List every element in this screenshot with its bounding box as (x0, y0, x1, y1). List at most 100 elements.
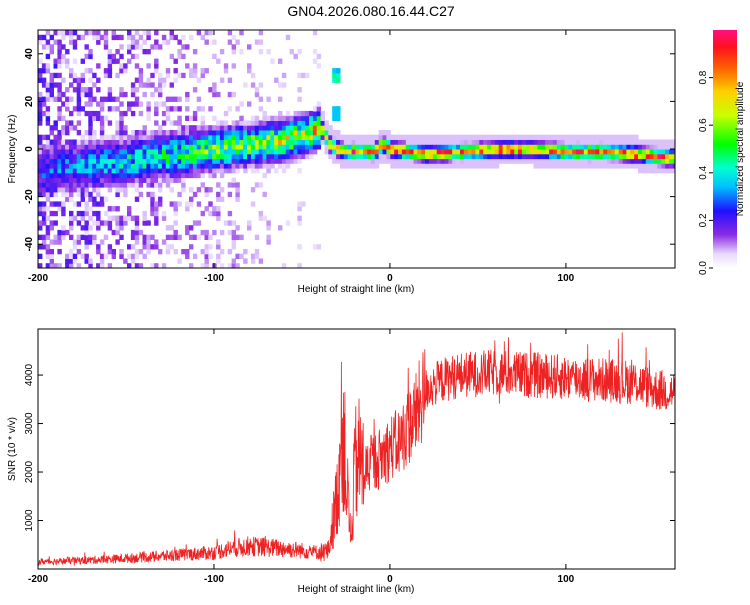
spectrogram-cell (212, 91, 217, 98)
colorbar-tick-label: 0.0 (698, 261, 709, 275)
spectrogram-cell (641, 153, 647, 160)
spectrogram-cell (49, 182, 54, 188)
spectrogram-cell (367, 149, 372, 155)
spectrogram-cell (38, 187, 43, 193)
spectrogram-cell (386, 139, 391, 145)
spectrogram-cell (130, 172, 136, 179)
spectrogram-cell (185, 172, 190, 179)
spectrogram-cell (88, 125, 93, 131)
spectrogram-cell (65, 163, 70, 169)
spectrogram-cell (72, 149, 78, 155)
spectrogram-cell (370, 144, 376, 150)
spectrogram-cell (556, 153, 562, 160)
spectrogram-cell (99, 220, 105, 226)
spectrogram-cell (57, 44, 62, 50)
spectrogram-cell (580, 144, 585, 150)
spectrogram-cell (41, 239, 47, 245)
spectrogram-cell (84, 239, 89, 245)
spectrogram-cell (200, 125, 205, 131)
spectrogram-cell (591, 134, 596, 140)
spectrogram-cell (61, 187, 66, 193)
spectrogram-cell (142, 139, 147, 145)
spectrogram-cell (185, 96, 190, 102)
spectrogram-cell (386, 130, 391, 136)
spectrogram-cell (200, 120, 205, 126)
spectrogram-cell (111, 177, 116, 183)
spectrogram-cell (92, 30, 97, 36)
spectrogram-cell (281, 82, 287, 88)
colorbar-tick-label: 0.6 (698, 118, 709, 132)
spectrogram-cell (177, 120, 182, 126)
spectrogram-cell (76, 187, 82, 193)
spectrogram-cell (576, 149, 581, 155)
spectrogram-cell (312, 144, 318, 150)
spectrogram-cell (80, 87, 85, 93)
spectrogram-cell (610, 153, 616, 160)
spectrogram-cell (661, 158, 666, 164)
spectrogram-cell (270, 149, 275, 155)
spectrogram-cell (84, 44, 89, 50)
spectrogram-cell (158, 130, 163, 136)
spectrogram-cell (672, 158, 675, 164)
spectrogram-cell (363, 153, 368, 160)
spectrogram-cell (634, 134, 639, 140)
spectrogram-cell (467, 139, 473, 145)
spectrogram-cell (382, 144, 387, 150)
spectrogram-cell (127, 134, 132, 140)
spectrogram-cell (96, 215, 101, 221)
spectrogram-cell (41, 210, 47, 217)
spectrogram-cell (111, 229, 116, 236)
spectrogram-cell (630, 149, 635, 155)
spectrogram-cell (336, 72, 341, 79)
spectrogram-cell (208, 210, 213, 217)
spectrogram-cell (49, 158, 54, 164)
spectrogram-cell (216, 196, 221, 202)
spectrogram-cell (595, 163, 600, 169)
spectrogram-cell (103, 253, 109, 259)
spectrogram-cell (72, 201, 78, 207)
spectrogram-cell (278, 82, 283, 88)
spectrogram-cell (72, 125, 78, 131)
spectrogram-cell (119, 153, 124, 160)
spectrogram-cell (316, 101, 322, 107)
spectrogram-cell (266, 234, 271, 240)
spectrogram-cell (409, 134, 414, 140)
spectrogram-cell (192, 234, 198, 240)
spectrogram-cell (99, 149, 105, 155)
spectrogram-cell (138, 153, 144, 160)
spectrogram-cell (580, 139, 585, 145)
spectrogram-cell (189, 225, 194, 231)
spectrogram-cell (568, 153, 573, 160)
spectrogram-cell (409, 153, 414, 160)
spectrogram-cell (173, 139, 178, 145)
spectrogram-cell (92, 130, 97, 136)
spectrogram-cell (374, 149, 380, 155)
spectrogram-cell (80, 168, 85, 174)
spectrogram-cell (506, 134, 511, 140)
spectrogram-cell (177, 172, 182, 179)
spectrogram-cell (49, 144, 54, 150)
spectrogram-cell (99, 168, 105, 174)
spectrogram-cell (130, 149, 136, 155)
spectrogram-cell (115, 72, 120, 79)
spectrogram-cell (390, 144, 395, 150)
spectrogram-cell (262, 158, 267, 164)
spectrogram-cell (130, 130, 136, 136)
spectrogram-cell (572, 139, 577, 145)
spectrogram-cell (603, 158, 608, 164)
spectrogram-cell (138, 44, 144, 50)
spectrogram-cell (367, 144, 372, 150)
spectrogram-cell (196, 234, 202, 240)
spectrogram-cell (196, 125, 202, 131)
spectrogram-cell (212, 158, 217, 164)
spectrogram-cell (38, 244, 43, 250)
spectrogram-cell (61, 58, 66, 64)
spectrogram-cell (208, 130, 213, 136)
spectrogram-cell (115, 239, 120, 245)
spectrogram-cell (278, 149, 283, 155)
spectrogram-cell (41, 82, 47, 88)
spectrogram-cell (38, 206, 43, 212)
spectrogram-cell (99, 120, 105, 126)
spectrogram-cell (99, 134, 105, 140)
spectrogram-cell (440, 134, 445, 140)
